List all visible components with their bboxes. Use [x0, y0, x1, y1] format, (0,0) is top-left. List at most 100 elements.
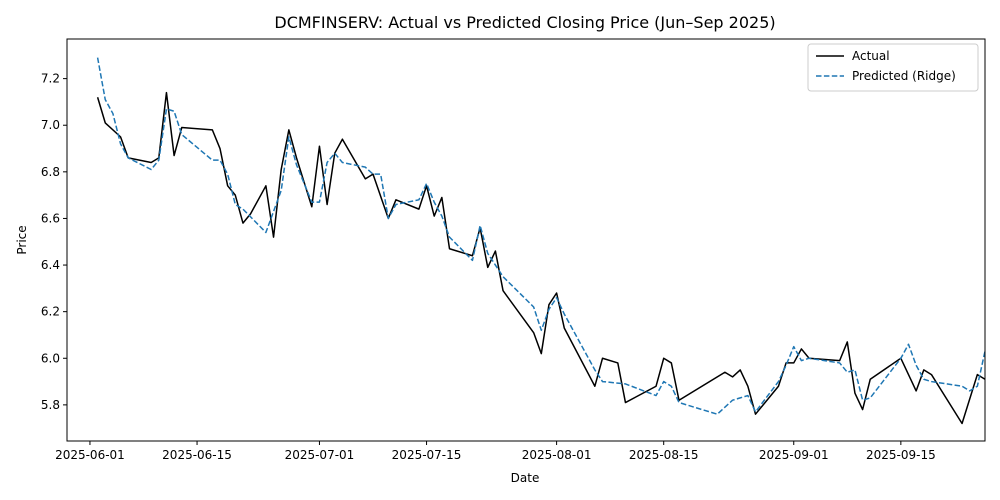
series-1-point [319, 201, 321, 203]
series-0-point [724, 371, 726, 373]
series-0-point [120, 136, 122, 138]
series-0-point [732, 376, 734, 378]
series-1-point [242, 208, 244, 210]
series-1-point [563, 313, 565, 315]
series-0-point [273, 236, 275, 238]
y-tick-label: 6.4 [41, 258, 60, 272]
y-tick-label: 6.0 [41, 351, 60, 365]
series-0-point [326, 204, 328, 206]
series-0-point [449, 248, 451, 250]
series-0-point [548, 304, 550, 306]
series-0-point [961, 423, 963, 425]
series-1-point [388, 218, 390, 220]
series-1-point [472, 260, 474, 262]
series-1-point [655, 395, 657, 397]
series-1-point [372, 173, 374, 175]
series-0-point [250, 213, 252, 215]
x-tick-label: 2025-07-15 [392, 448, 462, 462]
series-1-point [150, 169, 152, 171]
series-0-point [563, 327, 565, 329]
x-tick-label: 2025-07-01 [285, 448, 355, 462]
series-1-point [808, 357, 810, 359]
series-1-point [594, 369, 596, 371]
series-1-point [227, 173, 229, 175]
series-0-point [395, 199, 397, 201]
series-1-point [173, 110, 175, 112]
series-1-point [602, 381, 604, 383]
series-1-point [778, 381, 780, 383]
series-1-point [120, 143, 122, 145]
series-0-point [441, 197, 443, 199]
series-0-point [655, 385, 657, 387]
series-1-point [296, 164, 298, 166]
series-1-point [869, 397, 871, 399]
series-0-point [280, 169, 282, 171]
x-tick-label: 2025-06-01 [55, 448, 125, 462]
series-0-point [793, 362, 795, 364]
series-1-point [433, 201, 435, 203]
series-1-point [908, 343, 910, 345]
series-1-point [181, 134, 183, 136]
series-1-point [801, 360, 803, 362]
series-1-point [747, 395, 749, 397]
series-1-point [334, 152, 336, 154]
series-1-point [847, 371, 849, 373]
legend-label-0: Actual [852, 49, 890, 63]
series-1-point [548, 309, 550, 311]
series-0-point [923, 369, 925, 371]
series-1-point [112, 113, 114, 115]
series-1-point [104, 99, 106, 101]
series-1-point [479, 225, 481, 227]
x-tick-label: 2025-09-15 [866, 448, 936, 462]
series-1-point [541, 330, 543, 332]
series-0-point [617, 362, 619, 364]
series-0-point [747, 385, 749, 387]
series-0-point [755, 413, 757, 415]
series-0-point [801, 348, 803, 350]
series-1-point [663, 381, 665, 383]
series-1-point [961, 385, 963, 387]
y-tick-label: 6.6 [41, 211, 60, 225]
x-axis: 2025-06-01 2025-06-15 2025-07-01 2025-07-15… [55, 441, 936, 462]
series-1-point [556, 297, 558, 299]
series-1-point [97, 57, 99, 59]
x-axis-title: Date [511, 471, 540, 485]
y-axis-title: Price [15, 225, 29, 254]
series-1-point [380, 173, 382, 175]
series-0-point [219, 148, 221, 150]
series-0-point [839, 360, 841, 362]
series-0-point [739, 369, 741, 371]
series-0-point [594, 385, 596, 387]
series-0-point [418, 208, 420, 210]
series-1-point [265, 232, 267, 234]
legend-label-1: Predicted (Ridge) [852, 69, 956, 83]
series-0-point [625, 402, 627, 404]
series-0-point [365, 178, 367, 180]
series-1-point [288, 136, 290, 138]
series-layer [96, 57, 985, 425]
series-1-point [533, 306, 535, 308]
series-1-point [280, 190, 282, 192]
legend-box [807, 43, 979, 92]
series-0-point [663, 357, 665, 359]
series-0-point [212, 129, 214, 131]
series-line-1 [96, 57, 985, 415]
x-tick-label: 2025-08-15 [629, 448, 699, 462]
series-0-point [227, 185, 229, 187]
series-1-point [678, 402, 680, 404]
series-0-point [931, 374, 933, 376]
series-0-point [319, 145, 321, 147]
y-tick-label: 7.2 [41, 72, 60, 86]
series-1-point [862, 399, 864, 401]
x-tick-label: 2025-06-15 [162, 448, 232, 462]
series-0-point [869, 378, 871, 380]
series-1-point [449, 236, 451, 238]
series-1-point [502, 276, 504, 278]
x-tick-label: 2025-08-01 [522, 448, 592, 462]
series-1-point [158, 159, 160, 161]
series-0-point [847, 341, 849, 343]
series-1-point [915, 364, 917, 366]
series-0-point [862, 409, 864, 411]
series-1-point [418, 199, 420, 201]
series-0-point [296, 157, 298, 159]
